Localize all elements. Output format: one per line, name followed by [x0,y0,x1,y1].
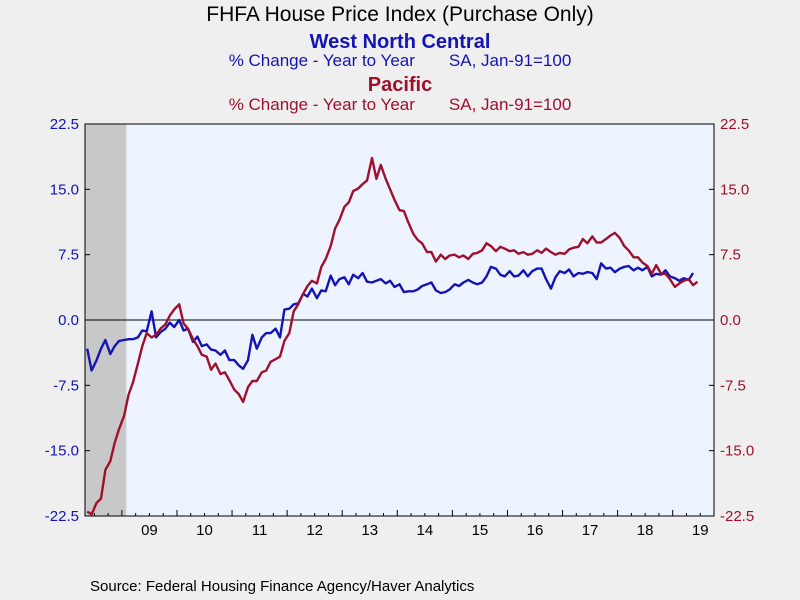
series-title-west-north-central: West North Central [309,31,491,53]
series-subtitle-west-north-central: % Change - Year to Year SA, Jan-91=100 [0,51,800,71]
y-tick-label-left: 7.5 [58,247,79,264]
x-tick-label: 15 [472,522,489,539]
source-note: Source: Federal Housing Finance Agency/H… [90,578,475,595]
x-tick-label: 09 [141,522,158,539]
x-tick-label: 19 [692,522,709,539]
y-tick-label-right: 7.5 [720,247,741,264]
y-tick-label-right: 15.0 [720,181,749,198]
x-tick-label: 11 [252,522,268,539]
chart-title: FHFA House Price Index (Purchase Only) [206,3,594,26]
y-tick-label-left: -7.5 [53,377,79,394]
y-tick-label-right: -15.0 [720,443,754,460]
series-subtitle-pacific: % Change - Year to Year SA, Jan-91=100 [0,95,800,115]
series-subtitle-left: % Change - Year to Year [228,95,415,114]
series-title-pacific: Pacific [367,74,433,96]
series-subtitle-left: % Change - Year to Year [228,51,415,70]
series-line-pacific [86,156,699,516]
y-tick-label-left: -15.0 [45,443,79,460]
x-tick-label: 18 [637,522,654,539]
y-tick-label-right: -22.5 [720,508,754,525]
x-tick-label: 13 [361,522,378,539]
x-tick-label: 17 [582,522,599,539]
y-tick-label-right: 0.0 [720,312,741,329]
series-subtitle-right: SA, Jan-91=100 [448,51,572,70]
y-tick-label-left: 22.5 [50,116,79,133]
y-tick-label-left: 15.0 [50,181,79,198]
x-tick-label: 12 [306,522,323,539]
y-tick-label-left: 0.0 [58,312,79,329]
series-subtitle-right: SA, Jan-91=100 [448,95,572,114]
x-tick-label: 16 [527,522,544,539]
x-tick-label: 14 [416,522,433,539]
y-tick-label-right: -7.5 [720,377,746,394]
y-tick-label-left: -22.5 [45,508,79,525]
x-tick-label: 10 [196,522,213,539]
y-tick-label-right: 22.5 [720,116,749,133]
plot-frame [84,123,715,517]
